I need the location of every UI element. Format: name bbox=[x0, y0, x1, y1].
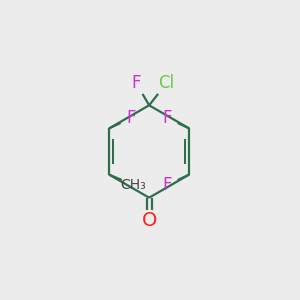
Text: O: O bbox=[141, 211, 157, 230]
Text: F: F bbox=[162, 109, 172, 127]
Text: F: F bbox=[126, 109, 136, 127]
Text: CH₃: CH₃ bbox=[121, 178, 146, 192]
Text: F: F bbox=[162, 176, 172, 194]
Text: Cl: Cl bbox=[158, 74, 175, 92]
Text: F: F bbox=[132, 74, 141, 92]
